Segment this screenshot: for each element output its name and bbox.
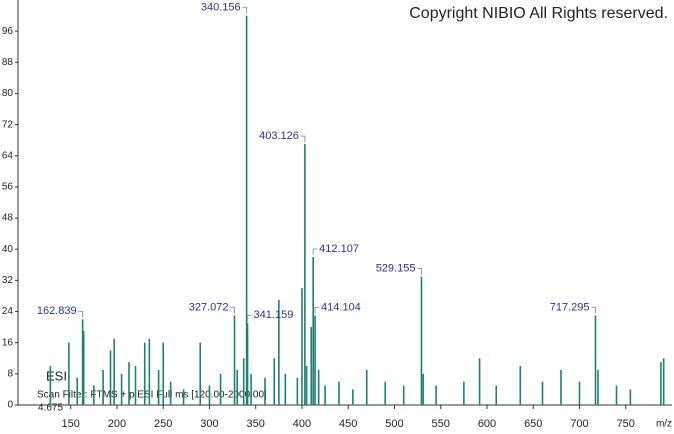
peak-label: 162.839 xyxy=(37,305,77,317)
y-tick-label: 96 xyxy=(2,26,14,37)
retention-time: 4.675 xyxy=(38,403,63,414)
x-tick-label: 700 xyxy=(570,418,588,430)
label-bracket xyxy=(300,135,306,143)
x-tick-label: 550 xyxy=(432,418,450,430)
x-tick-label: 450 xyxy=(339,418,357,430)
y-tick-label: 64 xyxy=(2,150,14,161)
x-tick-label: 350 xyxy=(247,418,265,430)
label-bracket xyxy=(247,314,252,322)
label-bracket xyxy=(591,306,596,314)
x-tick-label: 250 xyxy=(154,418,172,430)
peak-label: 412.107 xyxy=(319,243,359,255)
x-axis-label: m/z xyxy=(656,419,672,430)
scan-filter: Scan Filter: FTMS + p ESI Full ms [120.0… xyxy=(37,390,267,401)
peak-label: 340.156 xyxy=(201,1,241,13)
label-bracket xyxy=(417,267,422,275)
y-tick-label: 72 xyxy=(2,119,14,130)
y-tick-label: 0 xyxy=(7,400,13,411)
x-tick-label: 600 xyxy=(478,418,496,430)
label-bracket xyxy=(312,248,318,256)
label-bracket xyxy=(230,306,236,314)
y-tick-label: 24 xyxy=(2,306,14,317)
y-tick-label: 16 xyxy=(2,337,14,348)
label-bracket xyxy=(78,310,84,318)
x-tick-label: 200 xyxy=(108,418,126,430)
peak-label: 341.159 xyxy=(254,309,294,321)
x-tick-label: 750 xyxy=(617,418,635,430)
y-tick-label: 56 xyxy=(2,182,14,193)
y-tick-label: 48 xyxy=(2,213,14,224)
ionization: ESI xyxy=(46,368,67,383)
peak-label: 403.126 xyxy=(259,130,299,142)
x-tick-label: 300 xyxy=(200,418,218,430)
label-bracket xyxy=(314,306,320,314)
y-tick-label: 8 xyxy=(7,368,13,379)
y-tick-label: 80 xyxy=(2,88,14,99)
label-bracket xyxy=(242,7,248,14)
y-tick-label: 88 xyxy=(2,57,14,68)
x-tick-label: 500 xyxy=(385,418,403,430)
x-tick-label: 150 xyxy=(62,418,80,430)
copyright: Copyright NIBIO All Rights reserved. xyxy=(409,5,668,22)
x-tick-label: 650 xyxy=(524,418,542,430)
peak-label: 717.295 xyxy=(550,301,590,313)
peak-label: 414.104 xyxy=(321,301,361,313)
x-tick-label: 400 xyxy=(293,418,311,430)
peak-label: 529.155 xyxy=(376,262,416,274)
y-tick-label: 40 xyxy=(2,244,14,255)
peak-label: 327.072 xyxy=(189,301,229,313)
y-tick-label: 32 xyxy=(2,275,14,286)
